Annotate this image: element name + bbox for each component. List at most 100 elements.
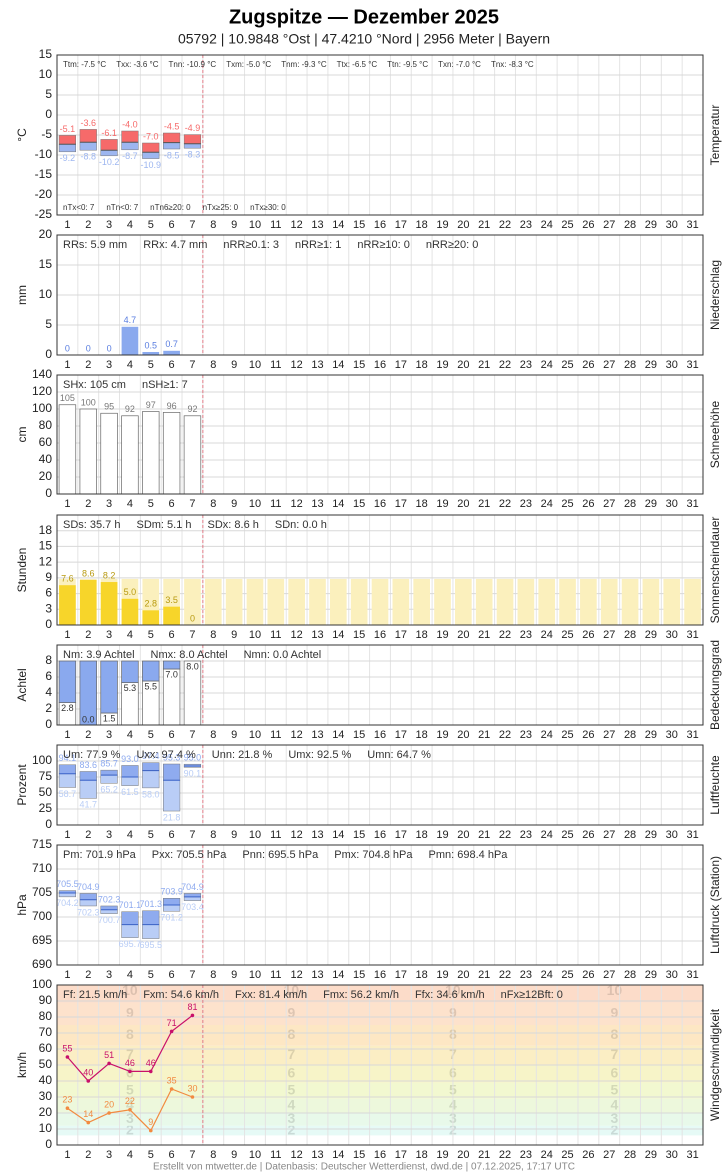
- value-label: 14: [83, 1109, 93, 1119]
- frame: [56, 744, 704, 826]
- x-tick-label: 1: [64, 829, 70, 841]
- y-axis-title: °C: [15, 128, 29, 142]
- x-tick-label: 13: [311, 969, 323, 981]
- value-label: 704.9: [181, 882, 204, 892]
- x-tick-label: 25: [561, 829, 573, 841]
- x-tick-label: 4: [127, 359, 133, 371]
- x-tick-label: 1: [64, 219, 70, 231]
- beaufort-level: 10: [607, 982, 623, 998]
- y-tick-label: 60: [39, 435, 53, 449]
- x-tick-label: 16: [374, 498, 386, 510]
- upper-range: [79, 893, 97, 900]
- x-tick-label: 27: [603, 359, 615, 371]
- lower-range: [142, 151, 160, 159]
- x-tick-label: 3: [106, 969, 112, 981]
- x-tick-label: 21: [478, 629, 490, 641]
- stat: nRR≥20: 0: [426, 239, 479, 251]
- x-tick-label: 27: [603, 969, 615, 981]
- x-tick-label: 2: [85, 219, 91, 231]
- stat: Nmn: 0.0 Achtel: [244, 649, 322, 661]
- stat: Txx: -3.6 °C: [116, 60, 159, 69]
- x-tick-label: 18: [416, 359, 428, 371]
- value-label: 8.2: [103, 570, 116, 580]
- beaufort-level: 4: [611, 1097, 619, 1113]
- y-tick-label: -25: [35, 207, 53, 221]
- x-tick-label: 4: [127, 629, 133, 641]
- x-tick-label: 12: [291, 219, 303, 231]
- bar: [496, 578, 514, 625]
- bar: [309, 578, 326, 625]
- lower-range: [163, 904, 181, 912]
- beaufort-band: [57, 1125, 703, 1136]
- bar: [142, 411, 160, 494]
- x-tick-label: 11: [270, 498, 281, 510]
- lower-range: [79, 141, 97, 151]
- value-label: 35: [167, 1075, 177, 1085]
- lower-range: [58, 773, 77, 788]
- x-tick-label: 24: [541, 1149, 553, 1161]
- panel-title: Windgeschwindigkeit: [708, 1008, 722, 1121]
- x-tick-label: 21: [478, 829, 490, 841]
- x-tick-label: 19: [436, 629, 448, 641]
- x-tick-label: 12: [291, 729, 303, 741]
- point: [65, 1055, 70, 1059]
- x-tick-label: 6: [169, 219, 175, 231]
- x-tick-label: 16: [374, 729, 386, 741]
- x-tick-label: 5: [148, 729, 154, 741]
- y-axis-title: Stunden: [15, 548, 29, 593]
- x-tick-label: 4: [127, 219, 133, 231]
- x-tick-label: 28: [624, 629, 636, 641]
- y-tick-label: 10: [39, 287, 53, 301]
- x-tick-label: 18: [416, 629, 428, 641]
- x-tick-label: 1: [64, 359, 70, 371]
- x-tick-label: 8: [210, 729, 216, 741]
- value-label: -10.9: [141, 160, 162, 170]
- point: [169, 1087, 174, 1091]
- beaufort-level: 7: [126, 1046, 134, 1062]
- bar: [121, 415, 139, 494]
- point: [86, 1079, 91, 1083]
- x-tick-label: 25: [561, 219, 573, 231]
- beaufort-level: 7: [611, 1046, 619, 1062]
- x-tick-label: 29: [645, 359, 657, 371]
- lower-range: [100, 774, 118, 784]
- stat: Pmn: 698.4 hPa: [429, 849, 509, 861]
- bar: [204, 578, 222, 625]
- x-tick-label: 10: [249, 729, 261, 741]
- x-tick-label: 18: [416, 1149, 428, 1161]
- y-tick-label: 20: [39, 227, 53, 241]
- beaufort-level: 10: [284, 982, 300, 998]
- value-label: 8.0: [186, 661, 199, 671]
- value-label: 95: [104, 402, 114, 412]
- y-tick-label: -10: [35, 147, 53, 161]
- upper-range: [163, 763, 181, 781]
- x-tick-label: 6: [169, 829, 175, 841]
- beaufort-level: 6: [611, 1065, 619, 1081]
- stat: Txm: -5.0 °C: [226, 60, 271, 69]
- x-tick-label: 19: [436, 498, 448, 510]
- lower-range: [142, 924, 160, 939]
- upper-range: [142, 762, 160, 771]
- x-tick-label: 24: [541, 219, 553, 231]
- value-label: -4.5: [164, 121, 180, 131]
- stat: SDn: 0.0 h: [275, 519, 327, 531]
- x-tick-label: 25: [561, 498, 573, 510]
- x-tick-label: 14: [332, 629, 344, 641]
- x-tick-label: 17: [395, 829, 407, 841]
- upper-range: [183, 893, 202, 898]
- upper-range: [58, 135, 77, 145]
- bar: [434, 578, 451, 625]
- x-tick-label: 2: [85, 629, 91, 641]
- lower-range: [58, 143, 77, 153]
- value-label: 95.3: [163, 752, 181, 762]
- bar: [475, 578, 493, 625]
- x-tick-label: 12: [291, 829, 303, 841]
- y-tick-label: 140: [32, 367, 52, 381]
- x-tick-label: 16: [374, 1149, 386, 1161]
- y-axis-title: Prozent: [15, 764, 29, 806]
- value-label: 85.7: [100, 759, 118, 769]
- upper-range: [142, 142, 160, 153]
- value-label: 95.0: [184, 753, 202, 763]
- y-tick-label: 75: [39, 769, 53, 783]
- x-tick-label: 9: [231, 498, 237, 510]
